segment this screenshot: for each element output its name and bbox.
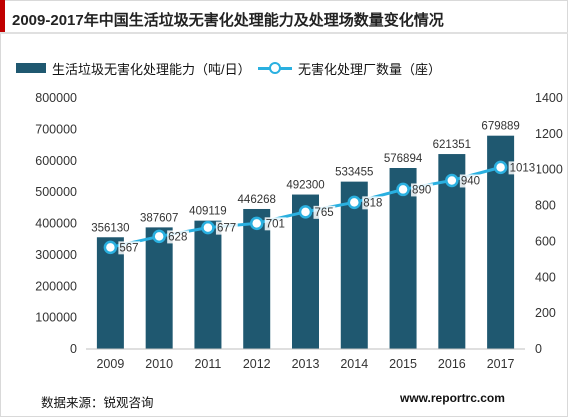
line-value-label: 628 xyxy=(168,231,187,243)
x-tick-label: 2014 xyxy=(340,357,368,371)
y-right-tick-label: 1200 xyxy=(535,127,563,141)
line-label-backing xyxy=(508,161,538,175)
line-label-backing xyxy=(313,205,336,219)
title-divider xyxy=(0,32,568,34)
line-point xyxy=(396,182,410,197)
line-value-label: 567 xyxy=(119,242,138,254)
bar-value-label: 621351 xyxy=(433,139,471,151)
x-tick-label: 2011 xyxy=(194,357,221,371)
x-tick-label: 2012 xyxy=(243,357,271,371)
line-label-backing xyxy=(411,183,433,197)
legend-bar-swatch xyxy=(16,63,46,73)
chart-title: 2009-2017年中国生活垃圾无害化处理能力及处理场数量变化情况 xyxy=(12,12,444,29)
line-value-label: 940 xyxy=(461,175,480,187)
line-label-backing xyxy=(459,174,482,188)
line-point xyxy=(249,216,264,231)
y-left-tick-label: 400000 xyxy=(35,217,77,231)
x-tick-label: 2010 xyxy=(145,357,173,371)
y-right-tick-label: 200 xyxy=(535,306,556,320)
y-left-tick-label: 800000 xyxy=(35,91,77,105)
y-left-tick-label: 200000 xyxy=(35,279,77,293)
y-left-tick-label: 100000 xyxy=(35,311,77,325)
legend-label-plants: 无害化处理厂数量（座） xyxy=(298,61,442,77)
line-value-label: 765 xyxy=(315,207,334,219)
y-right-tick-label: 1000 xyxy=(535,163,563,177)
legend-label-capacity: 生活垃圾无害化处理能力（吨/日） xyxy=(52,61,251,77)
bar-value-label: 387607 xyxy=(140,212,178,224)
x-tick-label: 2017 xyxy=(487,357,515,371)
line-point xyxy=(152,229,166,244)
legend-item-plants: 无害化处理厂数量（座） xyxy=(258,58,441,78)
y-left-tick-label: 0 xyxy=(70,342,77,356)
line-label-backing xyxy=(362,196,385,210)
line-point xyxy=(298,205,313,219)
line-value-label: 818 xyxy=(363,197,382,209)
y-right-tick-label: 0 xyxy=(535,342,542,356)
line-point xyxy=(347,195,362,210)
title-accent xyxy=(0,0,5,32)
bar xyxy=(96,237,124,349)
line-label-backing xyxy=(215,221,238,235)
bar xyxy=(243,208,271,349)
bar-value-label: 679889 xyxy=(481,121,519,133)
line-label-backing xyxy=(264,217,287,231)
y-left-tick-label: 600000 xyxy=(35,154,77,168)
line-value-label: 890 xyxy=(412,184,431,196)
bar-value-label: 533455 xyxy=(335,167,373,179)
legend-line-swatch xyxy=(258,62,292,74)
x-tick-label: 2015 xyxy=(389,357,417,371)
line-point xyxy=(201,220,215,235)
bar-value-label: 492300 xyxy=(286,180,324,192)
bar xyxy=(389,167,417,349)
x-tick-label: 2013 xyxy=(292,357,320,371)
bar xyxy=(194,220,222,349)
line-point xyxy=(493,160,508,175)
x-tick-label: 2009 xyxy=(96,357,124,371)
y-right-tick-label: 600 xyxy=(535,234,556,248)
line-point xyxy=(445,173,459,188)
bar xyxy=(340,181,368,349)
bar-value-label: 576894 xyxy=(384,153,423,165)
y-right-tick-label: 800 xyxy=(535,199,556,213)
chart-legend: 生活垃圾无害化处理能力（吨/日） 无害化处理厂数量（座） xyxy=(0,58,568,78)
line-value-label: 1013 xyxy=(510,162,536,174)
y-left-tick-label: 500000 xyxy=(35,185,77,199)
bar-value-label: 356130 xyxy=(91,222,129,234)
y-right-tick-label: 1400 xyxy=(535,91,563,105)
x-tick-label: 2016 xyxy=(438,357,466,371)
y-left-tick-label: 300000 xyxy=(35,248,77,262)
bar xyxy=(145,227,173,349)
line-label-backing xyxy=(167,230,189,244)
title-bar: 2009-2017年中国生活垃圾无害化处理能力及处理场数量变化情况 xyxy=(0,0,568,32)
bar-value-label: 446268 xyxy=(238,194,276,206)
line-point xyxy=(103,240,118,255)
line-label-backing xyxy=(118,241,141,255)
source-note: 数据来源：锐观咨询 xyxy=(41,396,154,410)
bar-value-label: 409119 xyxy=(189,206,227,218)
y-right-tick-label: 400 xyxy=(535,270,556,284)
bar xyxy=(292,194,319,349)
line-value-label: 677 xyxy=(217,223,236,235)
line-value-label: 701 xyxy=(266,218,285,230)
website-note: www.reportrc.com xyxy=(400,391,505,405)
y-left-tick-label: 700000 xyxy=(35,122,77,136)
legend-item-capacity: 生活垃圾无害化处理能力（吨/日） xyxy=(16,58,251,78)
